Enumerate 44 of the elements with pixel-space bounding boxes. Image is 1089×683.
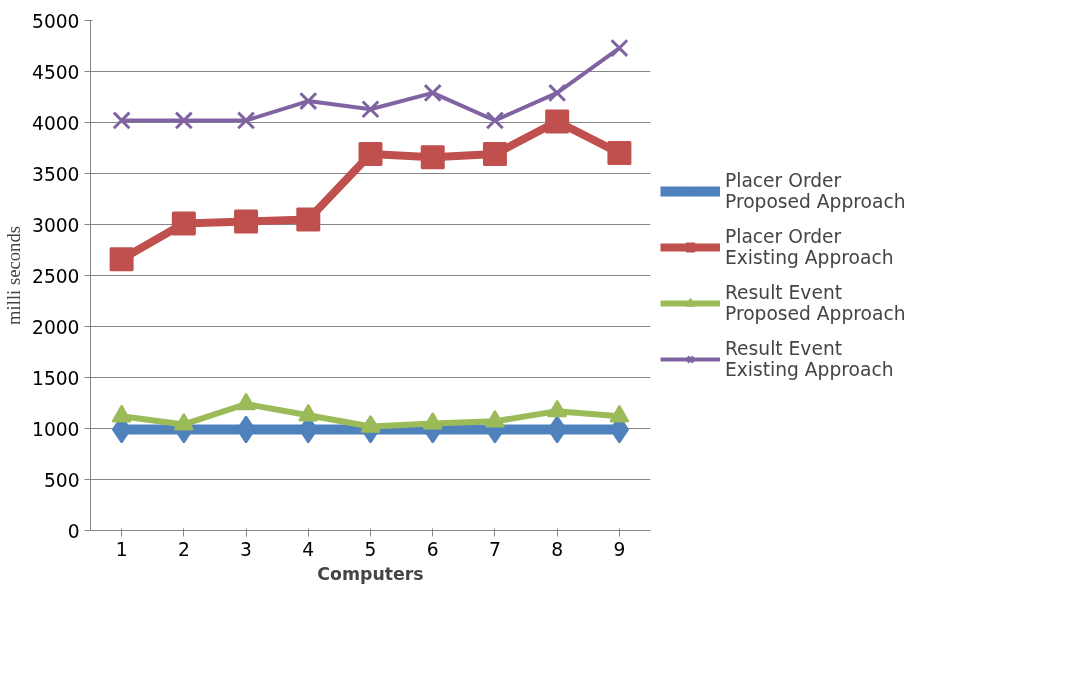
y-tick-label: 0	[67, 520, 80, 542]
y-tick-label: 2500	[32, 265, 80, 287]
point	[545, 109, 570, 134]
y-tick-label: 1500	[32, 367, 80, 389]
x-tick-label: 4	[302, 538, 315, 560]
point	[423, 83, 442, 103]
y-tick-label: 500	[43, 469, 80, 491]
y-tick-label: 5000	[32, 10, 80, 32]
point	[485, 111, 505, 130]
legend-label: Placer Order Proposed Approach	[725, 170, 906, 212]
point	[547, 83, 567, 103]
point	[171, 211, 196, 236]
point	[234, 209, 259, 234]
point	[174, 111, 194, 130]
x-axis-title: Computers	[317, 563, 424, 584]
x-tick-label: 5	[364, 538, 377, 560]
x-tick-label: 2	[177, 538, 190, 560]
y-axis-title: milli seconds	[3, 226, 25, 325]
y-tick-label: 4500	[32, 61, 80, 83]
point	[610, 38, 629, 58]
point	[299, 91, 318, 111]
x-tick-label: 1	[115, 538, 128, 560]
point	[296, 207, 321, 232]
point	[112, 111, 131, 130]
point	[236, 111, 256, 130]
y-tick-label: 2000	[32, 316, 80, 338]
x-tick-label: 8	[551, 538, 564, 560]
point	[358, 142, 383, 167]
legend-label: Result Event Existing Approach	[725, 338, 894, 380]
x-tick-label: 6	[426, 538, 439, 560]
x-tick-label: 9	[613, 538, 626, 560]
y-tick-label: 3500	[32, 163, 80, 185]
point	[361, 99, 380, 119]
point	[109, 247, 134, 272]
x-tick-label: 7	[489, 538, 501, 560]
point	[420, 145, 445, 170]
legend-label: Placer Order Existing Approach	[725, 226, 894, 268]
point	[607, 141, 632, 166]
point	[482, 142, 507, 167]
y-tick-label: 3000	[32, 214, 80, 236]
x-tick-label: 3	[240, 538, 252, 560]
legend-label: Result Event Proposed Approach	[725, 282, 906, 324]
y-tick-label: 4000	[32, 112, 80, 134]
y-tick-label: 1000	[32, 418, 80, 440]
